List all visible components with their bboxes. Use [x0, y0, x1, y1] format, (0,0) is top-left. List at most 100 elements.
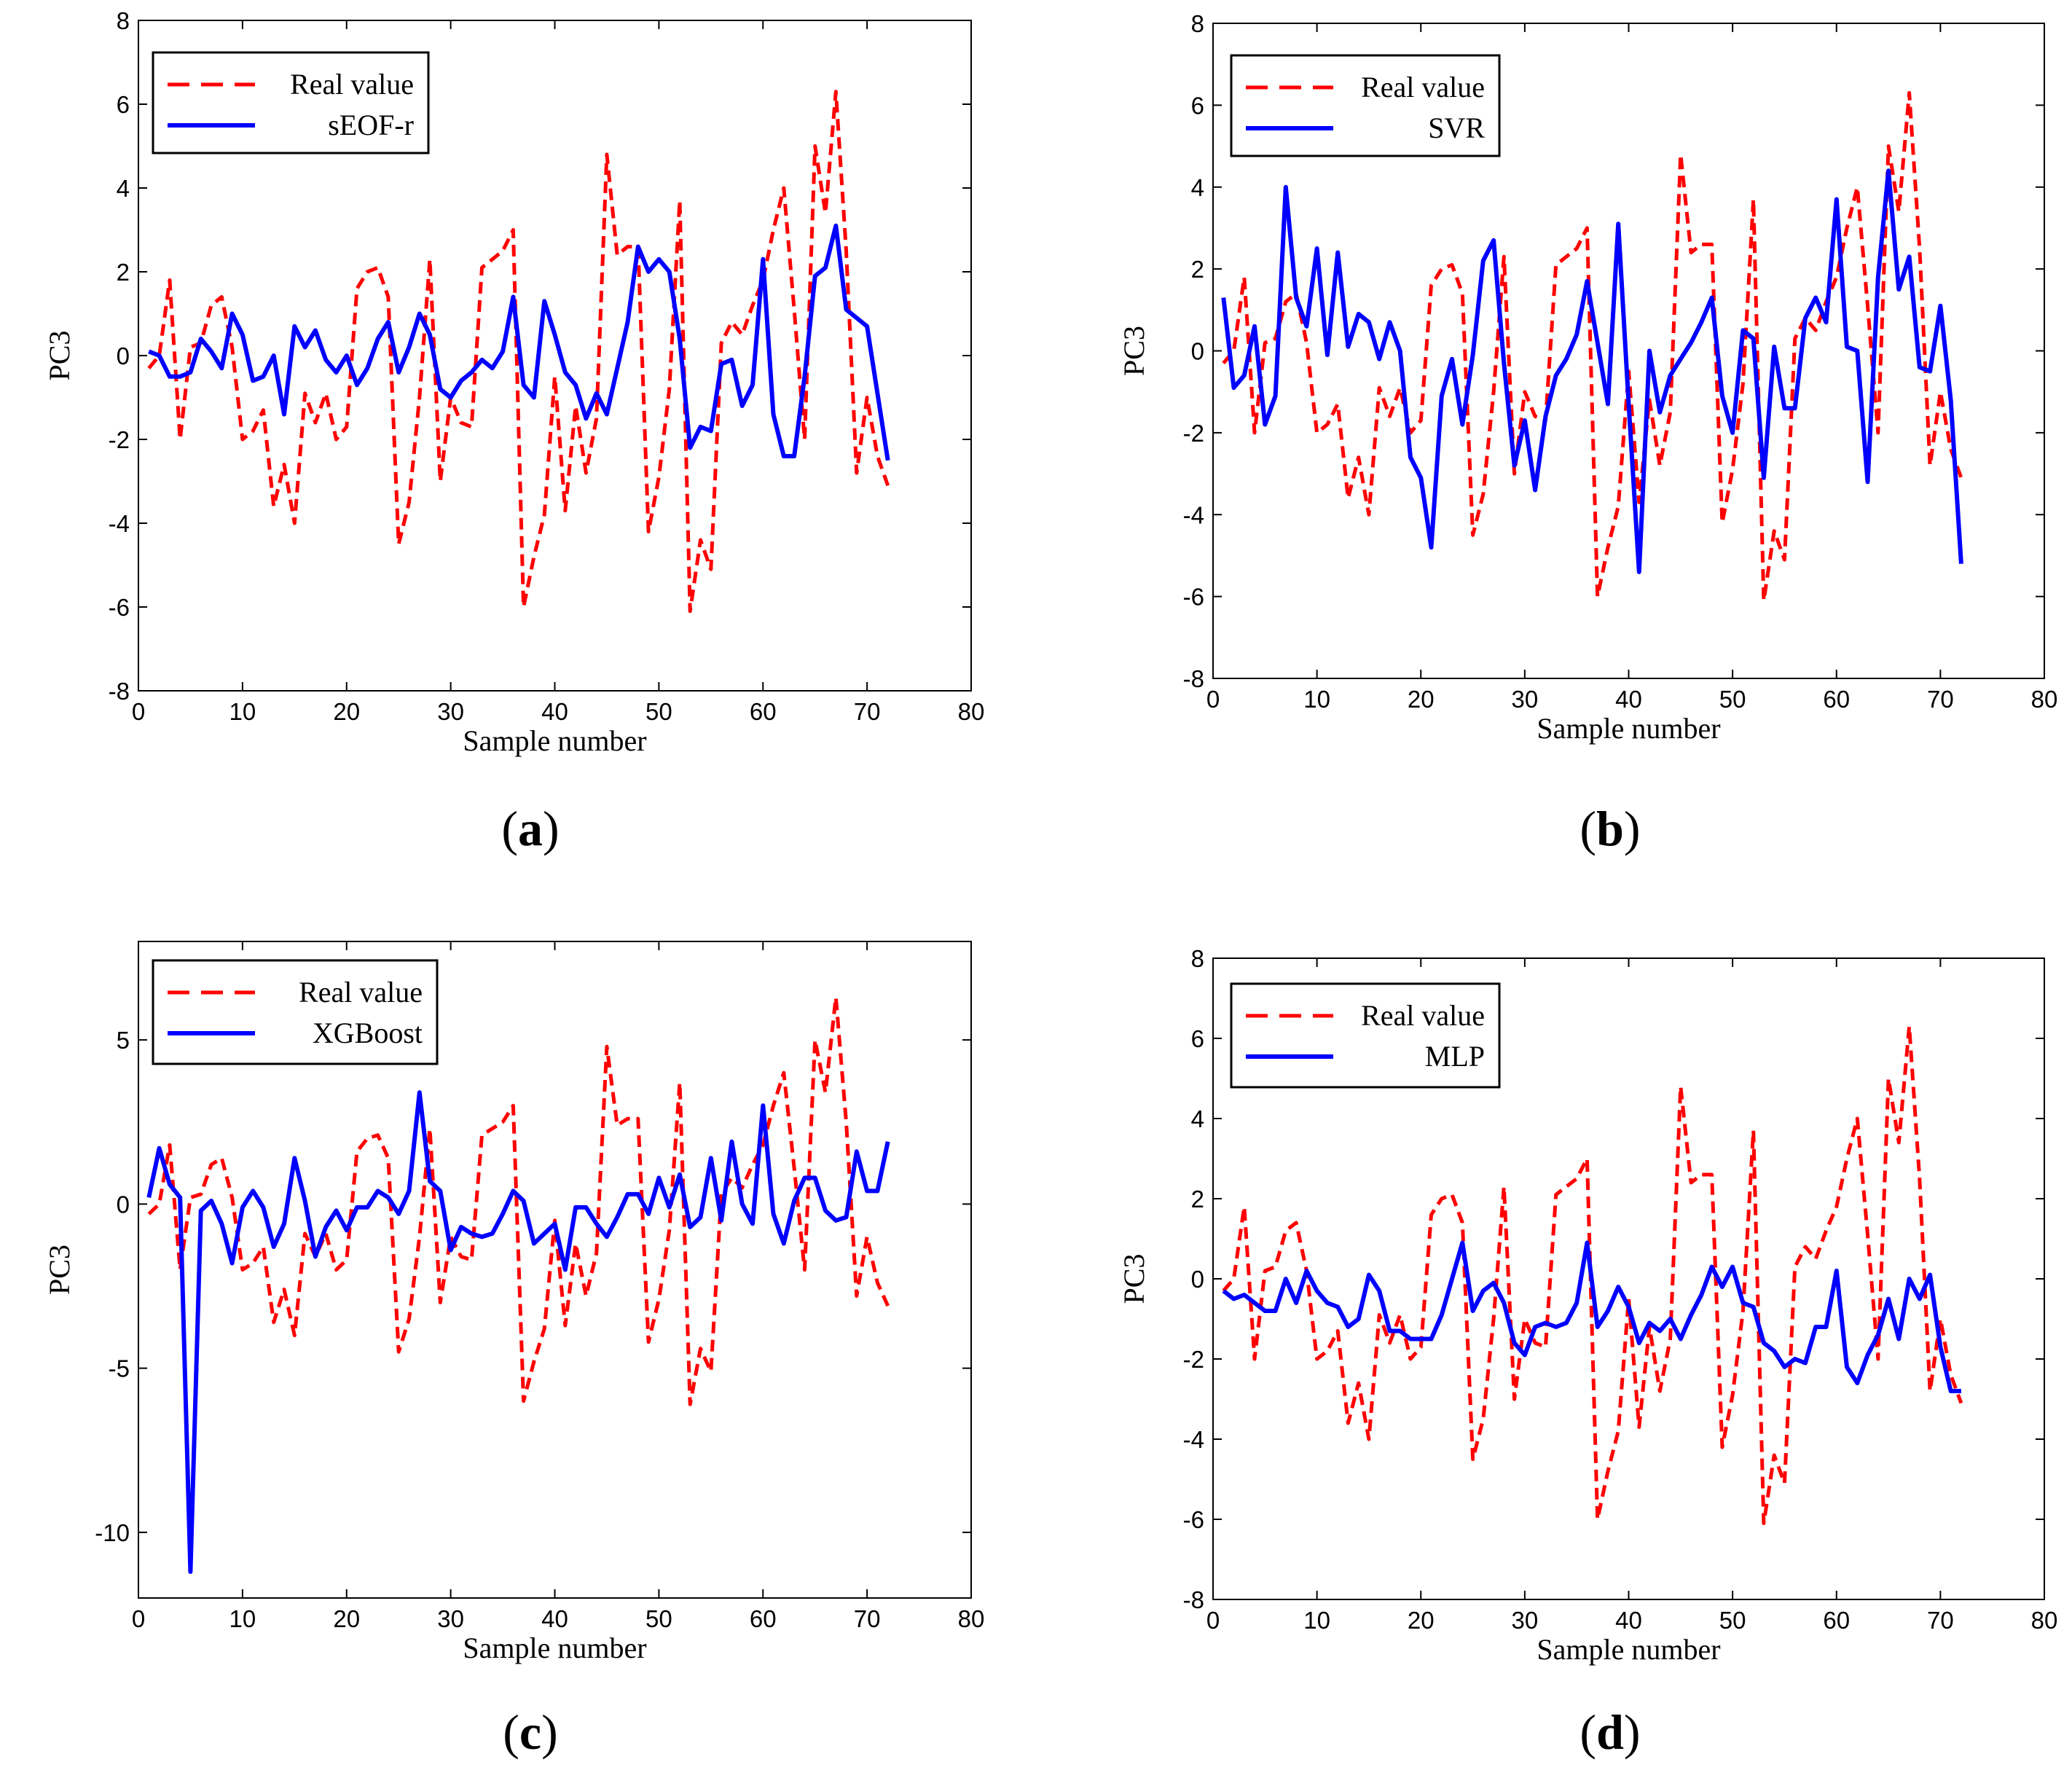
y-tick-label: -6 [1183, 584, 1204, 611]
y-tick-label: 0 [117, 342, 130, 369]
y-axis-label: PC3 [1118, 326, 1150, 376]
caption-close-paren: ) [1624, 801, 1641, 856]
x-tick-label: 70 [854, 698, 881, 725]
y-tick-label: 2 [1191, 256, 1204, 283]
x-axis-label: Sample number [463, 1632, 646, 1664]
x-tick-label: 20 [333, 698, 360, 725]
y-tick-label: 0 [1191, 1266, 1204, 1293]
series-line-real-value [1222, 1025, 1963, 1525]
panel-caption: (a) [501, 801, 559, 856]
x-tick-label: 60 [1823, 686, 1850, 713]
x-tick-label: 40 [541, 1605, 568, 1632]
y-tick-label: -4 [109, 510, 130, 537]
legend-entry-label: MLP [1425, 1040, 1485, 1073]
x-axis-label: Sample number [1537, 712, 1720, 745]
caption-close-paren: ) [541, 1704, 558, 1760]
x-tick-label: 20 [1408, 686, 1435, 713]
caption-open-paren: ( [1579, 801, 1596, 856]
legend-entry-label: Real value [1361, 999, 1485, 1032]
x-tick-label: 60 [750, 698, 777, 725]
legend-box [152, 959, 439, 1065]
x-tick-label: 60 [1823, 1607, 1850, 1634]
legend-box [1230, 982, 1501, 1089]
panel-caption: (d) [1579, 1704, 1640, 1760]
y-tick-label: -6 [1183, 1506, 1204, 1533]
legend-entry-label: sEOF-r [328, 109, 414, 141]
legend-entry-label: SVR [1428, 111, 1485, 144]
y-axis-label: PC3 [1118, 1254, 1150, 1304]
y-tick-label: 8 [1191, 10, 1204, 37]
panel-caption: (c) [503, 1704, 558, 1760]
x-tick-label: 30 [1512, 686, 1539, 713]
y-tick-label: 0 [117, 1191, 130, 1218]
y-tick-label: -2 [109, 426, 130, 453]
x-tick-label: 10 [229, 698, 256, 725]
caption-close-paren: ) [543, 801, 560, 856]
legend: Real value XGBoost [152, 959, 439, 1065]
y-tick-label: 6 [117, 91, 130, 118]
y-tick-label: -2 [1183, 1346, 1204, 1373]
legend: Real value sEOF-r [152, 51, 430, 154]
x-tick-label: 0 [132, 1605, 145, 1632]
y-tick-label: 0 [1191, 338, 1204, 365]
y-tick-label: -8 [109, 678, 130, 705]
x-tick-label: 10 [1303, 686, 1330, 713]
chart-panel-d: 0 10 20 30 40 50 60 70 80 -8 -6 -4 -2 0 2 4 6 8 Sample num… [1118, 945, 2057, 1760]
series-line-prediction [146, 1090, 890, 1574]
y-tick-label: 2 [1191, 1186, 1204, 1213]
y-tick-label: -8 [1183, 1586, 1204, 1613]
caption-open-paren: ( [501, 801, 518, 856]
x-tick-label: 50 [1719, 686, 1746, 713]
x-tick-label: 40 [1615, 1607, 1642, 1634]
legend: Real value SVR [1230, 54, 1501, 157]
x-tick-label: 30 [437, 698, 464, 725]
x-tick-label: 0 [1206, 1607, 1220, 1634]
caption-open-paren: ( [503, 1704, 519, 1760]
y-tick-label: 8 [117, 7, 130, 34]
y-tick-label: -4 [1183, 1426, 1204, 1453]
x-tick-label: 80 [958, 1605, 985, 1632]
legend-entry-label: Real value [299, 976, 423, 1008]
caption-letter: c [519, 1704, 541, 1760]
caption-letter: a [518, 801, 543, 856]
x-tick-label: 80 [2031, 686, 2058, 713]
x-tick-label: 80 [958, 698, 985, 725]
y-tick-label: 8 [1191, 945, 1204, 972]
x-tick-label: 20 [1408, 1607, 1435, 1634]
chart-panel-c: 0 10 20 30 40 50 60 70 80 -10 -5 0 5 Sample number PC3… [43, 941, 984, 1760]
series-line-prediction [1221, 168, 1963, 574]
legend-entry-label: Real value [1361, 71, 1485, 103]
legend-box [152, 51, 430, 154]
y-tick-label: 4 [1191, 1105, 1204, 1132]
x-tick-label: 70 [854, 1605, 881, 1632]
x-axis-label: Sample number [463, 724, 646, 757]
caption-close-paren: ) [1624, 1704, 1641, 1760]
y-axis-label: PC3 [43, 1245, 76, 1295]
y-tick-label: -2 [1183, 420, 1204, 447]
x-tick-label: 70 [1927, 1607, 1954, 1634]
y-tick-label: 6 [1191, 92, 1204, 119]
panel-caption: (b) [1579, 801, 1640, 856]
y-tick-label: -4 [1183, 501, 1204, 528]
x-tick-label: 30 [1512, 1607, 1539, 1634]
x-tick-label: 10 [229, 1605, 256, 1632]
y-tick-label: -6 [109, 594, 130, 621]
series-line-real-value [1222, 91, 1963, 603]
x-tick-label: 10 [1303, 1607, 1330, 1634]
x-tick-label: 0 [132, 698, 145, 725]
y-tick-label: 4 [117, 175, 130, 202]
caption-open-paren: ( [1579, 1704, 1596, 1760]
legend-box [1230, 54, 1501, 157]
legend-entry-label: Real value [290, 68, 414, 101]
y-axis-label: PC3 [43, 331, 76, 381]
x-tick-label: 30 [437, 1605, 464, 1632]
caption-letter: d [1596, 1704, 1624, 1760]
y-tick-label: -5 [109, 1355, 130, 1382]
legend: Real value MLP [1230, 982, 1501, 1089]
series-line-prediction [1222, 1240, 1961, 1393]
x-tick-label: 50 [645, 698, 672, 725]
series-line-prediction [148, 223, 890, 461]
y-tick-label: 2 [117, 259, 130, 286]
x-tick-label: 60 [750, 1605, 777, 1632]
